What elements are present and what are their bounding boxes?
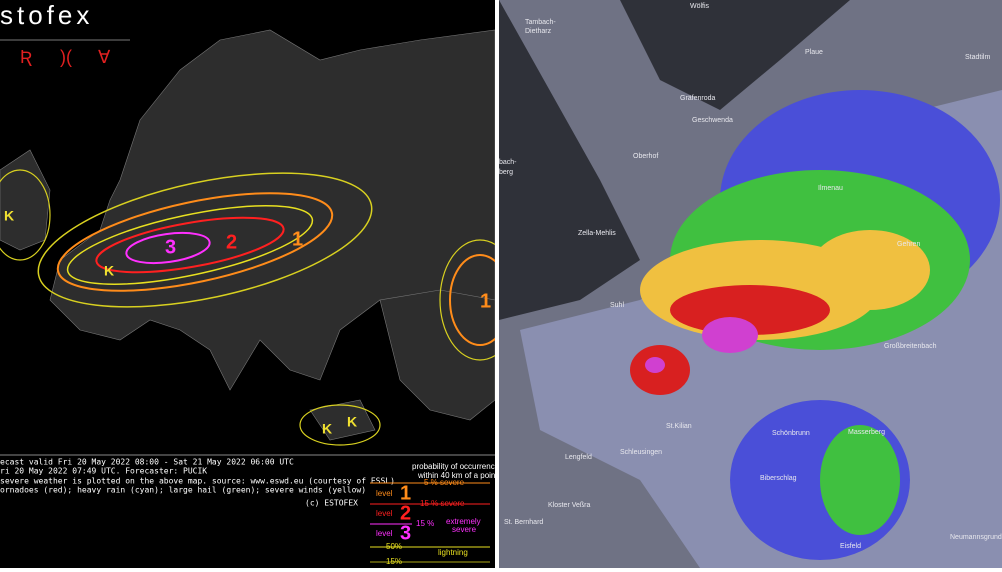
place: Biberschlag [760,475,797,482]
place: Oberhof [633,153,658,160]
place: Lengfeld [565,454,592,461]
place: Stadtilm [965,54,990,61]
legend-text: 15 % severe [420,499,465,508]
footer-line: severe weather is plotted on the above m… [0,477,395,486]
place: berg [499,169,513,176]
level-labels: 1 2 3 1 K K K K [4,208,491,437]
legend-text: level [376,489,393,498]
level-label: 1 [292,228,303,250]
radar-echoes [630,90,1000,560]
place: Dietharz [525,28,552,35]
footer [0,455,495,568]
place: Tambach- [525,19,556,26]
legend-text: 50% [386,542,402,551]
place-names: Wölfis Tambach- Dietharz Plaue Stadtilm … [499,3,1002,550]
legend: probability of occurrence within 40 km o… [370,462,500,566]
legend-level: 2 [400,502,411,524]
place: bach- [499,159,517,166]
place: Gräfenroda [680,95,716,102]
place: Zella-Mehlis [578,230,616,237]
legend-text: 15% [386,557,402,566]
legend-symbol: Ʀ [20,47,32,67]
place: Großbreitenbach [884,343,937,350]
place: Geschwenda [692,117,733,124]
place: Plaue [805,49,823,56]
footer-line: ri 20 May 2022 07:49 UTC. Forecaster: PU… [0,467,207,476]
place: Gehren [897,241,920,248]
logo: stofex [0,0,93,30]
legend-text: severe [452,525,477,534]
level-label: 2 [226,231,237,253]
legend-text: extremely [446,517,481,526]
legend-text: level [376,529,393,538]
place: Suhl [610,302,624,309]
place: St.Kilian [666,423,692,430]
copyright: (c) ESTOFEX [305,499,358,508]
place: Neumannsgrund [950,534,1002,541]
legend-text: 15 % [416,519,434,528]
hail-mark: K [104,263,114,279]
footer-line: ecast valid Fri 20 May 2022 08:00 - Sat … [0,458,294,467]
footer-line: ornadoes (red); heavy rain (cyan); large… [0,486,366,495]
landmass [0,29,496,441]
radar-map: Wölfis Tambach- Dietharz Plaue Stadtilm … [499,0,1002,568]
legend-text: lightning [438,548,468,557]
place: Schönbrunn [772,430,810,437]
level-label: 3 [165,236,176,258]
place: Kloster Veßra [548,502,591,509]
place: Eisfeld [840,543,861,550]
place: Ilmenau [818,185,843,192]
legend-heading: probability of occurrence [412,462,500,471]
legend-level: 1 [400,482,411,504]
place: St. Bernhard [504,519,543,526]
level-label: 1 [480,290,491,312]
legend-text: level [376,509,393,518]
place: Wölfis [690,3,710,10]
place: Schleusingen [620,449,662,456]
legend-level: 3 [400,522,411,544]
legend-symbol: ∀ [98,47,111,67]
hail-mark: K [347,414,357,430]
place: Masserberg [848,429,885,436]
estofex-map: stofex Ʀ )( ∀ 1 2 3 1 K K K K 1 ecast va… [0,0,521,568]
legend-subheading: within 40 km of a point [417,471,498,480]
legend-text: 5 % severe [424,478,465,487]
divider [495,0,499,568]
hail-mark: K [322,421,332,437]
hail-mark: K [4,208,14,224]
legend-symbol: )( [60,47,72,67]
